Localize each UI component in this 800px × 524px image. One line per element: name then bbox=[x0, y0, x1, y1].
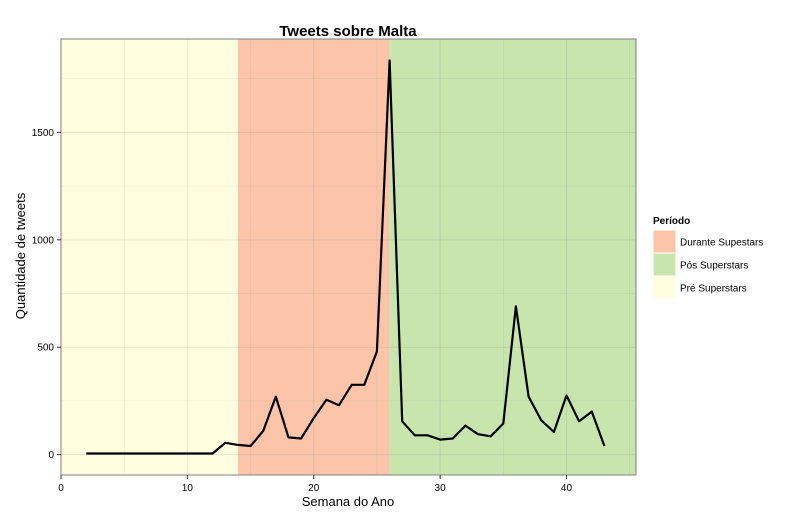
legend-label: Pré Superstars bbox=[680, 284, 747, 295]
legend-title: Período bbox=[653, 216, 690, 227]
panel-border bbox=[60, 38, 637, 476]
period-band bbox=[61, 39, 238, 475]
legend-swatch bbox=[652, 252, 677, 277]
gridlines bbox=[60, 39, 636, 475]
legend-swatch bbox=[652, 229, 677, 254]
series-lines bbox=[86, 59, 606, 455]
x-axis-label: Semana do Ano bbox=[302, 494, 395, 509]
period-band bbox=[389, 39, 636, 475]
y-axis: 0 500 1000 1500 bbox=[32, 128, 61, 461]
legend-label: Durante Supestars bbox=[680, 238, 763, 249]
chart-title: Tweets sobre Malta bbox=[279, 23, 417, 40]
y-tick-label: 1000 bbox=[32, 235, 55, 246]
x-tick-label: 40 bbox=[561, 483, 573, 494]
legend-label: Pós Superstars bbox=[680, 261, 748, 272]
y-tick-label: 500 bbox=[37, 343, 54, 354]
legend: Período Durante Supestars Pós Superstars P… bbox=[652, 216, 763, 300]
period-backgrounds bbox=[61, 39, 636, 475]
y-tick-label: 1500 bbox=[32, 128, 55, 139]
x-tick-label: 30 bbox=[435, 483, 447, 494]
series-line bbox=[86, 59, 606, 455]
y-axis-label: Quantidade de tweets bbox=[13, 192, 28, 319]
y-tick-label: 0 bbox=[48, 450, 54, 461]
legend-swatch bbox=[652, 275, 677, 300]
x-tick-label: 20 bbox=[308, 483, 320, 494]
period-band bbox=[237, 39, 390, 475]
x-tick-label: 10 bbox=[182, 483, 194, 494]
x-tick-label: 0 bbox=[58, 483, 64, 494]
x-axis: 0 10 20 30 40 bbox=[58, 475, 572, 494]
